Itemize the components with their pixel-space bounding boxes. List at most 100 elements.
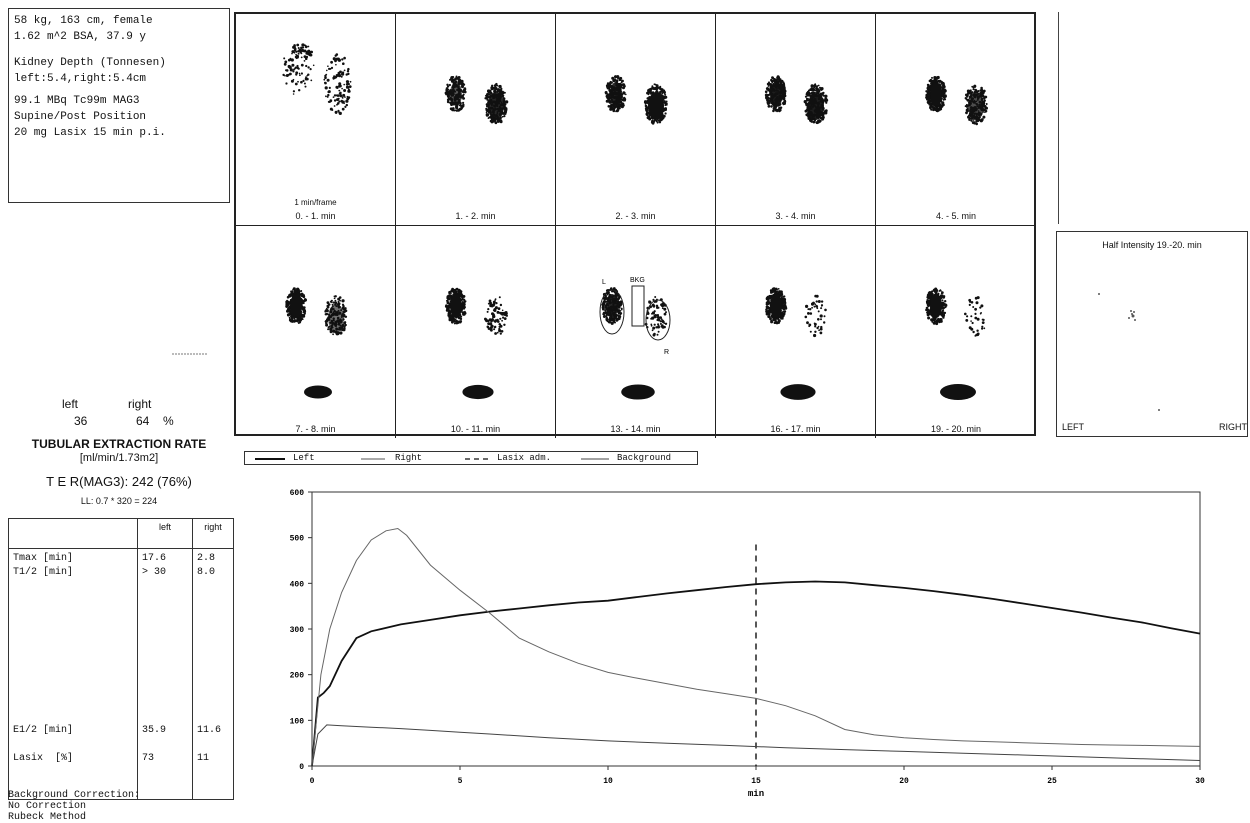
roi-background — [631, 285, 645, 327]
param-left-value: 73 — [142, 753, 155, 764]
param-name: E1/2 [min] — [13, 725, 74, 736]
patient-line: left:5.4,right:5.4cm — [14, 73, 147, 85]
scan-image — [604, 75, 668, 125]
patient-line: 99.1 MBq Tc99m MAG3 — [14, 95, 140, 107]
scan-image — [282, 43, 352, 115]
table-header-left: left — [137, 518, 193, 549]
chart-legend: Left Right Lasix adm. Background — [244, 451, 698, 465]
frame-rate-label: 1 min/frame — [294, 198, 337, 207]
ter-unit: [ml/min/1.73m2] — [79, 452, 159, 464]
half-intensity-left-label: LEFT — [1062, 422, 1085, 432]
scale-mark — [172, 353, 208, 355]
patient-info-box: 58 kg, 163 cm, female 1.62 m^2 BSA, 37.9… — [8, 8, 230, 203]
x-tick-label: 15 — [751, 777, 761, 786]
frame-caption: 3. - 4. min — [775, 211, 816, 221]
frame-caption: 1. - 2. min — [455, 211, 496, 221]
divider-line — [1058, 12, 1059, 224]
bg-note-line: Rubeck Method — [8, 812, 87, 823]
series-line-right — [311, 527, 1201, 767]
patient-line: 58 kg, 163 cm, female — [14, 15, 153, 27]
param-right-cell: 2.8 8.0 11.6 11 — [192, 548, 234, 800]
x-tick-label: 0 — [310, 777, 315, 786]
table-header-blank — [8, 518, 138, 549]
scan-frame: 10. - 11. min — [396, 226, 556, 438]
frame-caption: 0. - 1. min — [295, 211, 336, 221]
half-intensity-right-label: RIGHT — [1219, 422, 1247, 432]
roi-label: BKG — [630, 277, 645, 284]
x-tick-label: 25 — [1047, 777, 1057, 786]
split-left-label: left — [62, 397, 79, 411]
legend-lasix: Lasix adm. — [497, 453, 552, 463]
frame-caption: 16. - 17. min — [770, 424, 821, 434]
background-correction-note: Background Correction: No Correction Rub… — [8, 790, 140, 823]
frame-caption: 19. - 20. min — [930, 424, 982, 434]
scan-image — [764, 75, 829, 125]
y-tick-label: 600 — [290, 489, 305, 498]
scan-image — [444, 75, 509, 125]
patient-line: Supine/Post Position — [14, 111, 147, 123]
param-right-value: 11 — [197, 753, 210, 764]
split-left-value: 36 — [74, 414, 88, 428]
x-axis-label: min — [748, 789, 764, 799]
x-tick-label: 20 — [899, 777, 909, 786]
ter-lower-limit: LL: 0.7 * 320 = 224 — [80, 496, 158, 506]
scan-frame: 1. - 2. min — [396, 14, 556, 226]
y-tick-label: 300 — [290, 626, 305, 635]
scan-frame: 7. - 8. min — [236, 226, 396, 438]
half-intensity-title: Half Intensity 19.-20. min — [1102, 240, 1202, 250]
scan-frame: 2. - 3. min — [556, 14, 716, 226]
scan-image — [925, 287, 986, 400]
split-right-label: right — [128, 397, 152, 411]
half-intensity-image — [1098, 293, 1160, 411]
param-right-value: 11.6 — [197, 725, 222, 736]
y-tick-label: 100 — [290, 717, 305, 726]
legend-swatches — [255, 458, 609, 460]
series-line-background — [311, 724, 1201, 767]
param-right-value: 8.0 — [197, 567, 216, 578]
renogram-chart: 0 100 200 300 400 500 600 0 5 10 15 20 25 30 min — [290, 489, 1205, 799]
scan-frame: 3. - 4. min — [716, 14, 876, 226]
scan-frame: L BKG R 13. - 14. min — [556, 226, 716, 438]
parameter-table: left right Tmax [min] T1/2 [min] E1/2 [m… — [8, 518, 234, 800]
ter-value: T E R(MAG3): 242 (76%) — [46, 474, 192, 489]
table-header-right: right — [192, 518, 234, 549]
param-left-value: > 30 — [142, 567, 167, 578]
y-tick-label: 400 — [290, 580, 305, 589]
frame-caption: 10. - 11. min — [450, 424, 501, 434]
roi-left-kidney — [599, 289, 625, 335]
scan-frame: 16. - 17. min — [716, 226, 876, 438]
param-name: T1/2 [min] — [13, 567, 74, 578]
roi-right-kidney — [645, 299, 671, 341]
ter-title: TUBULAR EXTRACTION RATE — [31, 437, 207, 451]
scan-image: L BKG R — [599, 277, 671, 400]
scan-frame: 19. - 20. min — [876, 226, 1036, 438]
roi-label: R — [664, 349, 669, 356]
half-intensity-panel: Half Intensity 19.-20. min LEFT RIGHT — [1056, 231, 1248, 437]
patient-line: Kidney Depth (Tonnesen) — [14, 57, 166, 69]
y-tick-label: 500 — [290, 535, 305, 544]
split-unit: % — [163, 414, 174, 428]
legend-right: Right — [395, 453, 423, 463]
bg-note-line: Background Correction: — [8, 790, 141, 801]
scan-frame: 1 min/frame 0. - 1. min — [236, 14, 396, 226]
x-tick-label: 10 — [603, 777, 613, 786]
scan-image — [285, 287, 348, 399]
scan-image — [765, 287, 827, 400]
frame-caption: 7. - 8. min — [295, 424, 336, 434]
param-left-cell: 17.6 > 30 35.9 73 — [137, 548, 193, 800]
param-left-value: 17.6 — [142, 553, 167, 564]
frame-caption: 13. - 14. min — [610, 424, 661, 434]
param-right-value: 2.8 — [197, 553, 216, 564]
y-tick-label: 0 — [299, 763, 304, 772]
series-line-left — [311, 580, 1201, 767]
param-left-value: 35.9 — [142, 725, 167, 736]
scan-image — [444, 287, 508, 400]
legend-background: Background — [617, 453, 672, 463]
scan-frame: 4. - 5. min — [876, 14, 1036, 226]
param-names-cell: Tmax [min] T1/2 [min] E1/2 [min] Lasix [… — [8, 548, 138, 800]
frame-grid: 1 min/frame 0. - 1. min 1. - 2. min 2. - 3.… — [234, 12, 1036, 438]
bg-note-line: No Correction — [8, 801, 87, 812]
patient-line: 1.62 m^2 BSA, 37.9 y — [14, 31, 147, 43]
patient-line: 20 mg Lasix 15 min p.i. — [14, 127, 166, 139]
y-tick-label: 200 — [290, 672, 305, 681]
